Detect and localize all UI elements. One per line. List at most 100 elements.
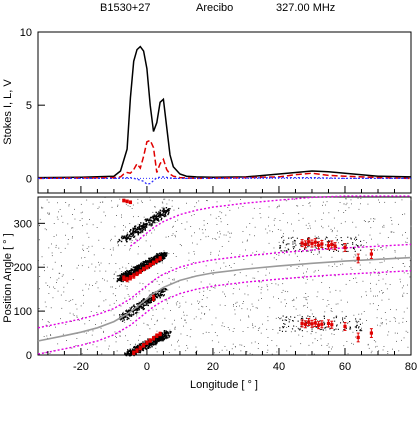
single-pulse-pa-dot — [112, 247, 114, 249]
single-pulse-pa-dot — [135, 230, 137, 232]
single-pulse-pa-dot — [359, 323, 361, 325]
single-pulse-pa-dot — [151, 223, 153, 225]
single-pulse-pa-dot — [185, 350, 187, 352]
single-pulse-pa-dot — [166, 203, 168, 205]
single-pulse-pa-dot — [144, 345, 147, 347]
single-pulse-pa-dot — [336, 324, 338, 326]
single-pulse-pa-dot — [164, 251, 166, 254]
single-pulse-pa-dot — [129, 350, 131, 352]
single-pulse-pa-dot — [225, 214, 227, 216]
single-pulse-pa-dot — [57, 343, 59, 345]
single-pulse-pa-dot — [195, 316, 197, 318]
single-pulse-pa-dot — [67, 243, 69, 245]
single-pulse-pa-dot — [119, 198, 121, 200]
single-pulse-pa-dot — [229, 232, 231, 234]
single-pulse-pa-dot — [381, 249, 383, 251]
single-pulse-pa-dot — [162, 333, 165, 336]
single-pulse-pa-dot — [165, 337, 167, 340]
single-pulse-pa-dot — [326, 201, 328, 203]
single-pulse-pa-dot — [195, 352, 196, 354]
single-pulse-pa-dot — [336, 240, 338, 242]
single-pulse-pa-dot — [151, 224, 153, 226]
single-pulse-pa-dot — [125, 354, 127, 357]
pa-point — [326, 319, 331, 328]
single-pulse-pa-dot — [135, 343, 136, 345]
single-pulse-pa-dot — [44, 270, 45, 272]
single-pulse-pa-dot — [378, 199, 379, 201]
single-pulse-pa-dot — [336, 249, 338, 251]
single-pulse-pa-dot — [230, 267, 232, 268]
single-pulse-pa-dot — [68, 205, 70, 207]
single-pulse-pa-dot — [136, 269, 138, 272]
single-pulse-pa-dot — [334, 320, 336, 322]
single-pulse-pa-dot — [68, 204, 70, 206]
single-pulse-pa-dot — [111, 206, 113, 208]
single-pulse-pa-dot — [373, 220, 374, 222]
single-pulse-pa-dot — [222, 291, 224, 293]
pa-y-tick-label: 200 — [14, 262, 32, 274]
single-pulse-pa-dot — [157, 256, 159, 258]
single-pulse-pa-dot — [141, 264, 143, 267]
single-pulse-pa-dot — [138, 306, 140, 308]
single-pulse-pa-dot — [300, 325, 302, 327]
single-pulse-pa-dot — [302, 265, 304, 267]
single-pulse-pa-dot — [127, 310, 130, 312]
single-pulse-pa-dot — [62, 221, 64, 223]
single-pulse-pa-dot — [92, 203, 94, 205]
single-pulse-pa-dot — [379, 273, 381, 274]
single-pulse-pa-dot — [134, 232, 136, 234]
single-pulse-pa-dot — [310, 251, 312, 253]
single-pulse-pa-dot — [206, 297, 208, 299]
single-pulse-pa-dot — [335, 289, 337, 291]
single-pulse-pa-dot — [251, 353, 253, 355]
single-pulse-pa-dot — [47, 212, 48, 214]
single-pulse-pa-dot — [314, 235, 316, 237]
single-pulse-pa-dot — [278, 206, 280, 207]
single-pulse-pa-dot — [128, 353, 131, 355]
single-pulse-pa-dot — [191, 215, 193, 217]
single-pulse-pa-dot — [92, 330, 94, 332]
single-pulse-pa-dot — [316, 326, 318, 328]
single-pulse-pa-dot — [98, 239, 100, 241]
single-pulse-pa-dot — [268, 206, 270, 208]
single-pulse-pa-dot — [141, 202, 143, 203]
single-pulse-pa-dot — [385, 247, 387, 249]
single-pulse-pa-dot — [212, 274, 214, 275]
single-pulse-pa-dot — [122, 311, 124, 313]
single-pulse-pa-dot — [261, 298, 262, 299]
single-pulse-pa-dot — [279, 220, 281, 221]
single-pulse-pa-dot — [153, 342, 155, 345]
single-pulse-pa-dot — [239, 305, 240, 307]
single-pulse-pa-dot — [304, 275, 306, 277]
single-pulse-pa-dot — [289, 319, 291, 321]
single-pulse-pa-dot — [45, 324, 47, 326]
single-pulse-pa-dot — [175, 271, 177, 272]
single-pulse-pa-dot — [279, 247, 281, 249]
single-pulse-pa-dot — [318, 236, 319, 238]
single-pulse-pa-dot — [303, 272, 304, 274]
single-pulse-pa-dot — [158, 216, 161, 218]
single-pulse-pa-dot — [382, 322, 383, 324]
single-pulse-pa-dot — [113, 278, 115, 280]
single-pulse-pa-dot — [241, 344, 243, 346]
single-pulse-pa-dot — [174, 328, 176, 330]
single-pulse-pa-dot — [162, 288, 164, 290]
single-pulse-pa-dot — [150, 298, 152, 300]
single-pulse-pa-dot — [158, 211, 160, 213]
single-pulse-pa-dot — [351, 342, 353, 344]
single-pulse-pa-dot — [297, 327, 299, 329]
single-pulse-pa-dot — [221, 325, 223, 327]
single-pulse-pa-dot — [271, 283, 273, 284]
single-pulse-pa-dot — [164, 255, 166, 258]
single-pulse-pa-dot — [285, 244, 287, 246]
single-pulse-pa-dot — [84, 323, 86, 325]
single-pulse-pa-dot — [370, 218, 372, 220]
single-pulse-pa-dot — [131, 313, 133, 315]
single-pulse-pa-dot — [95, 266, 97, 268]
single-pulse-pa-dot — [205, 265, 207, 267]
pa-point — [155, 258, 159, 263]
single-pulse-pa-dot — [78, 354, 80, 356]
single-pulse-pa-dot — [243, 346, 245, 347]
single-pulse-pa-dot — [407, 273, 409, 275]
single-pulse-pa-dot — [245, 275, 247, 277]
